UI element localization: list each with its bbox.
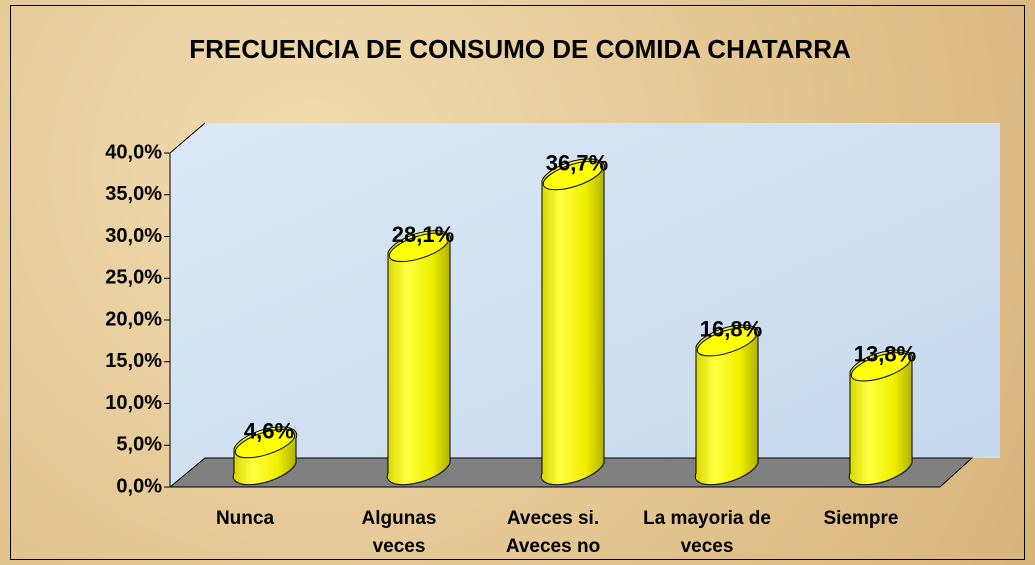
x-tick-label: Siempre (823, 508, 899, 529)
bar (694, 324, 760, 486)
y-tick-label: 5,0% (116, 434, 162, 456)
y-tick-label: 40,0% (105, 141, 162, 163)
wall-edge (169, 122, 206, 154)
bar (848, 349, 914, 486)
chart-frame (10, 5, 1025, 560)
bar-top (696, 327, 758, 357)
x-tick-label: Algunas veces (361, 508, 437, 557)
bar-top (850, 352, 912, 382)
y-tick-label: 20,0% (105, 308, 162, 330)
bar-top (388, 232, 450, 263)
data-label: 13,8% (854, 342, 916, 367)
data-label: 36,7% (546, 150, 608, 175)
data-label: 16,8% (700, 317, 762, 342)
x-tick-label: La mayoria de veces (643, 508, 771, 557)
y-tick-label: 35,0% (105, 183, 162, 205)
data-label: 28,1% (392, 222, 454, 247)
bar (540, 158, 606, 486)
y-tick-label: 0,0% (116, 475, 162, 497)
x-tick-label: Aveces si. Aveces no (505, 508, 601, 557)
y-tick-label: 15,0% (105, 350, 162, 372)
chart-title: FRECUENCIA DE CONSUMO DE COMIDA CHATARRA (189, 34, 851, 64)
x-tick-label: Nunca (215, 508, 275, 529)
data-label: 4,6% (244, 418, 294, 443)
y-tick-label: 30,0% (105, 225, 162, 247)
y-tick-label: 25,0% (105, 267, 162, 289)
bar-top (542, 160, 604, 191)
bar (386, 230, 452, 486)
y-tick-label: 10,0% (105, 392, 162, 414)
bar-top (234, 428, 296, 459)
